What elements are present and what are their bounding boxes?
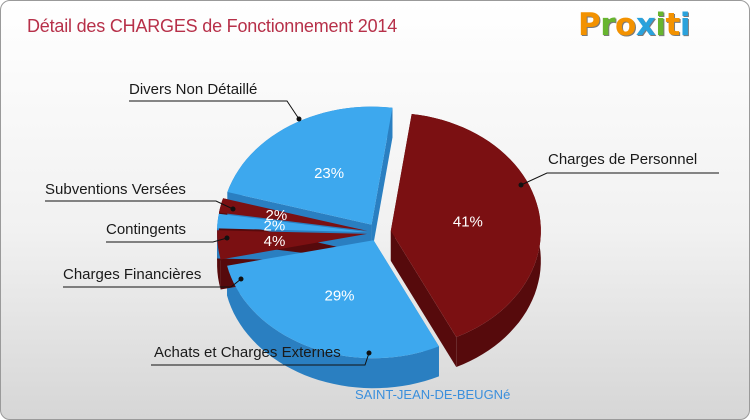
logo-letter: i [655, 7, 666, 43]
pct-label-personnel: 41% [453, 213, 483, 230]
leader-personnel-tip [518, 182, 524, 188]
slice-wall-divers [371, 107, 393, 255]
label-contingents: Contingents [106, 221, 187, 238]
logo-letter: o [615, 7, 636, 43]
slice-contingents[interactable] [217, 213, 368, 233]
slice-wall-personnel [390, 230, 457, 368]
slice-subventions[interactable] [219, 198, 368, 231]
label-achats-charges-externes: Achats et Charges Externes [154, 344, 341, 361]
pct-label-contingents: 2% [264, 217, 286, 234]
logo-letter: P [578, 7, 601, 43]
leader-personnel [520, 172, 719, 186]
slice-personnel[interactable] [390, 114, 541, 337]
slice-financieres[interactable] [217, 230, 368, 260]
label-divers-non-detaille: Divers Non Détaillé [129, 81, 258, 98]
leader-achats-tip [366, 350, 372, 356]
leader-divers-tip [296, 116, 302, 122]
chart-title: Détail des CHARGES de Fonctionnement 201… [27, 16, 398, 36]
leader-financieres-tip [238, 276, 244, 282]
logo-letter: x [635, 7, 656, 43]
slice-divers[interactable] [227, 106, 393, 225]
label-subventions-versees: Subventions Versées [45, 181, 186, 198]
leader-divers [129, 100, 300, 120]
leader-subventions [45, 200, 234, 210]
leader-contingents [106, 237, 228, 243]
leader-subventions-tip [230, 206, 236, 212]
proxiti-logo[interactable]: Proxiti [578, 7, 690, 43]
commune-name[interactable]: SAINT-JEAN-DE-BEUGNé [355, 387, 511, 402]
logo-letter: r [600, 7, 616, 43]
pct-label-financieres: 4% [264, 233, 286, 250]
label-charges-de-personnel: Charges de Personnel [548, 151, 698, 168]
leader-contingents-tip [224, 235, 230, 241]
pct-label-divers: 23% [314, 165, 344, 182]
label-charges-financieres: Charges Financières [63, 266, 202, 283]
leader-achats [151, 352, 370, 366]
slice-side-achats [227, 265, 439, 389]
leader-financieres [63, 278, 242, 288]
logo-letter: i [679, 7, 691, 43]
logo-letter: t [665, 7, 680, 43]
pct-label-subventions: 2% [266, 207, 288, 224]
pct-label-achats: 29% [324, 287, 354, 304]
slice-achats[interactable] [227, 240, 439, 359]
